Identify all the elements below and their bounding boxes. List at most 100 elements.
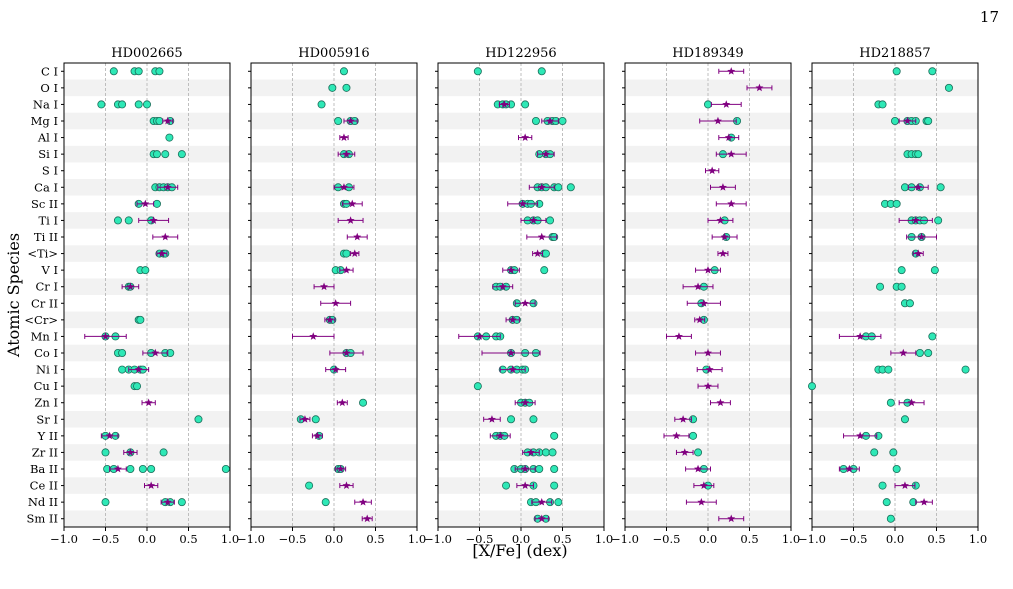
mean-star-mg-i [713,116,722,125]
mean-star-zr-ii [126,448,135,456]
literature-point-nd-ii [554,498,563,507]
mean-star-ni-i [331,365,340,373]
mean-star-sr-i [300,415,309,423]
mean-star-sm-ii [727,514,736,523]
xtick-label: 0.5 [366,532,384,546]
mean-star-y-ii [672,431,681,440]
xtick-label: 1.0 [595,532,613,546]
literature-point-v-i [930,266,939,275]
x-axis-label: [X/Fe] (dex) [472,541,567,560]
literature-point-sr-i [900,415,909,424]
ytick-label-ti: <Ti> [27,247,58,261]
xtick-label: 0.0 [699,532,717,546]
literature-point-co-i [924,348,933,357]
mean-star-zn-i [521,398,530,407]
mean-star-zr-ii [526,448,535,456]
mean-star-cr-i [694,282,703,291]
literature-point-nd-ii [177,498,186,507]
literature-point-ba-ii [221,464,230,473]
literature-point-v-i [540,266,549,275]
literature-point-na-i [142,100,151,109]
panel-hd002665: HD002665 −1.0 −0.5 0.0 0.5 1.0 [50,46,239,546]
mean-star-mn-i [674,332,683,340]
mean-star-sm-ii [537,514,546,523]
mean-star-ni-i [134,365,143,373]
literature-point-na-i [521,100,530,109]
literature-point-ni-i [118,365,127,374]
mean-star-nd-ii [163,497,172,506]
mean-star-ca-i [914,183,923,191]
xtick-label: −0.5 [466,532,494,546]
mean-star-v-i [704,265,712,274]
literature-point-zr-ii [541,448,550,457]
literature-point-zr-ii [548,448,557,457]
ytick-label-ti-ii: Ti II [34,230,58,244]
xtick-label: 0.0 [325,532,343,546]
literature-point-mg-i [531,117,540,126]
mean-star-ti-i [529,216,538,224]
mean-star-cr [695,315,704,324]
mean-star-mn-i [101,332,110,340]
mean-star-c-i [727,67,736,75]
literature-point-ti [541,249,550,258]
page-number: 17 [979,8,999,26]
ytick-label-cr-ii: Cr II [31,296,58,310]
ytick-label-sm-ii: Sm II [26,512,58,526]
mean-star-zr-ii [680,448,689,456]
mean-star-ni-i [508,365,517,373]
mean-star-cr-i [498,282,507,291]
mean-star-cr-ii [699,299,708,307]
literature-point-zr-ii [870,448,879,457]
mean-star-ba-ii [845,464,854,473]
mean-star-ti [157,249,166,257]
mean-star-ti-ii [720,232,729,241]
mean-star-nd-ii [697,497,706,506]
literature-point-o-i [342,83,351,92]
mean-star-sr-i [487,415,496,423]
literature-point-mg-i [924,117,933,126]
ytick-label-zr-ii: Zr II [32,445,58,459]
mean-star-al-i [339,133,348,141]
ytick-label-c-i: C I [41,64,58,78]
ytick-label-cu-i: Cu I [34,379,58,393]
literature-point-ca-i [554,183,563,192]
literature-point-zr-ii [889,448,898,457]
literature-point-ce-ii [878,481,887,490]
literature-point-na-i [317,100,326,109]
mean-star-co-i [899,348,908,357]
mean-star-co-i [507,348,516,357]
mean-star-nd-ii [920,497,929,506]
ytick-label-sc-ii: Sc II [31,197,58,211]
mean-star-sc-ii [348,199,357,208]
literature-point-ce-ii [305,481,314,490]
literature-point-y-ii [689,431,698,440]
mean-star-ti-i [149,216,158,224]
mean-star-mn-i [856,332,865,340]
xtick-label: 0.5 [927,532,945,546]
literature-point-o-i [944,83,953,92]
mean-star-cr [508,315,517,324]
literature-point-sc-ii [892,199,901,208]
mean-star-co-i [151,348,160,357]
mean-star-ti-i [716,216,725,224]
mean-star-cr-ii [521,299,530,307]
xtick-label: −0.5 [653,532,681,546]
ytick-label-al-i: Al I [37,131,58,145]
literature-point-ba-ii [147,464,156,473]
literature-point-o-i [328,83,337,92]
ytick-label-v-i: V I [40,263,58,277]
literature-point-sr-i [194,415,203,424]
xtick-label: −0.5 [92,532,120,546]
mean-star-mg-i [163,116,172,125]
xtick-label: −0.5 [840,532,868,546]
xtick-label: −0.5 [279,532,307,546]
mean-star-mg-i [346,116,355,125]
mean-star-ti [350,249,359,257]
literature-point-ce-ii [502,481,511,490]
xtick-label: −1.0 [50,532,78,546]
literature-point-c-i [134,67,143,76]
panel-title: HD005916 [298,46,369,61]
panel-title: HD122956 [485,46,556,61]
literature-point-ba-ii [535,464,544,473]
